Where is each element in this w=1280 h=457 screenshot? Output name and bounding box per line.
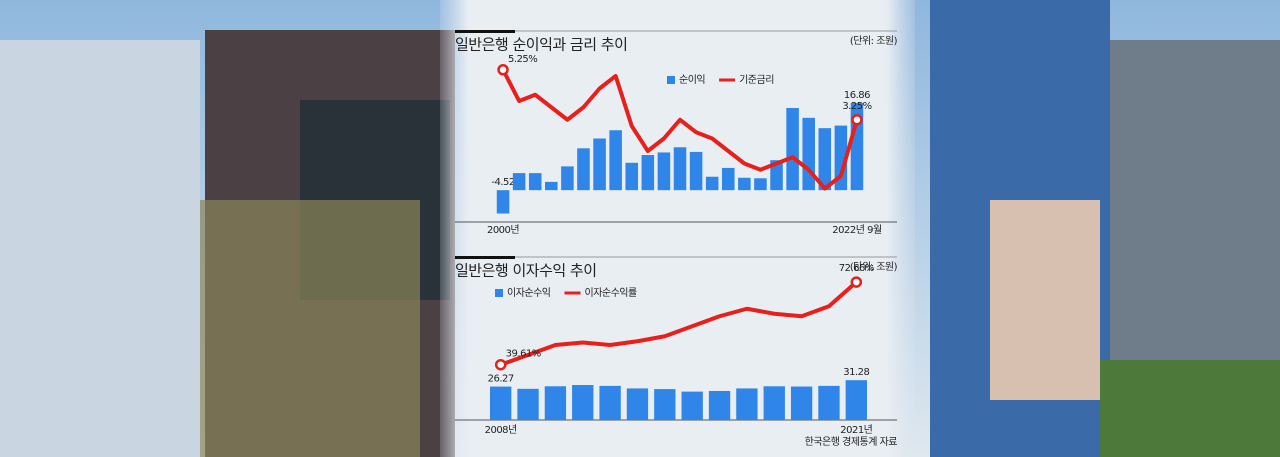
title-bar	[455, 30, 515, 33]
bar	[818, 385, 840, 420]
bar	[845, 380, 867, 420]
chart-title: 일반은행 순이익과 금리 추이	[455, 36, 627, 54]
bar	[528, 173, 542, 191]
bar	[790, 386, 813, 420]
value-label: 72.66%	[839, 263, 874, 274]
bar	[721, 167, 735, 191]
value-label: 26.27	[488, 374, 514, 385]
bar	[593, 138, 606, 191]
bar	[738, 177, 751, 191]
x-tick-label: 2021년	[840, 424, 872, 436]
bar	[572, 385, 594, 420]
bar	[544, 386, 567, 420]
bar	[708, 390, 731, 420]
bar	[786, 108, 799, 191]
bar	[681, 391, 703, 420]
bar	[754, 178, 767, 191]
bar	[654, 389, 676, 420]
source-label: 한국은행 경제통계 자료	[805, 435, 898, 448]
value-label: 3.25%	[842, 101, 871, 112]
point-marker	[497, 64, 509, 76]
bar	[561, 166, 574, 191]
bar	[834, 125, 848, 191]
unit-label: (단위: 조원)	[850, 34, 898, 47]
bar	[609, 130, 622, 191]
bar	[626, 388, 649, 420]
bar	[763, 386, 785, 420]
legend-label: 이자순수익률	[585, 287, 638, 299]
legend-label: 이자순수익	[507, 287, 551, 299]
bar	[490, 386, 512, 420]
point-marker	[494, 358, 507, 371]
legend-label: 순이익	[679, 74, 705, 86]
legend-swatch	[495, 289, 503, 297]
point-marker	[851, 114, 863, 126]
unit-label: (단위: 조원)	[850, 260, 898, 273]
value-label: 5.25%	[508, 54, 537, 65]
x-tick-label: 2008년	[485, 424, 517, 436]
bar	[673, 147, 687, 191]
bar	[689, 151, 703, 191]
value-label: 31.28	[843, 367, 869, 378]
bar	[770, 160, 783, 191]
bar	[657, 152, 671, 191]
legend-swatch	[667, 76, 675, 84]
bar	[599, 385, 621, 420]
bar	[496, 190, 510, 214]
value-label: 39.61%	[506, 349, 541, 360]
chart-title: 일반은행 이자수익 추이	[455, 262, 597, 280]
bar	[545, 181, 558, 191]
value-label: -4.52	[491, 177, 515, 188]
point-marker	[850, 276, 863, 288]
x-tick-label: 2022년 9월	[832, 224, 882, 236]
bar	[802, 117, 815, 191]
bar	[641, 155, 655, 191]
line	[500, 280, 858, 367]
value-label: 16.86	[844, 90, 870, 101]
bar	[512, 173, 526, 191]
legend-label: 기준금리	[739, 74, 774, 86]
bar	[577, 148, 590, 191]
title-bar	[455, 256, 515, 259]
line	[501, 68, 859, 191]
chart-panel	[440, 0, 915, 457]
x-tick-label: 2000년	[487, 224, 519, 236]
bar	[517, 388, 539, 420]
bar	[736, 388, 758, 420]
bar	[625, 162, 639, 191]
bar	[705, 176, 719, 191]
bar	[818, 128, 832, 191]
